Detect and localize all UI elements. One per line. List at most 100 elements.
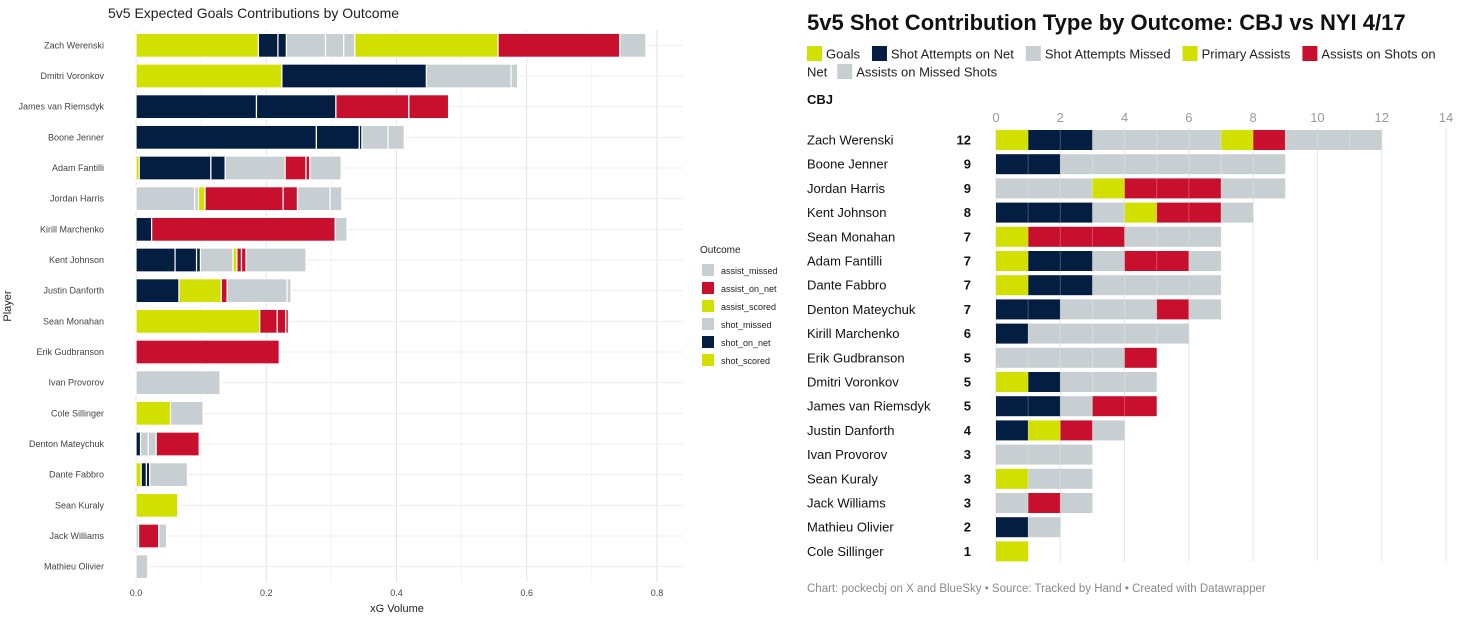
bar-segment-kirill-marchenko-shot_on_net xyxy=(135,216,153,242)
left-x-tick-1: 0.2 xyxy=(260,588,273,598)
bar-segment-kent-johnson-shot_missed xyxy=(199,247,234,273)
bar-segment-james-van-riemsdyk-shot_on_net xyxy=(255,94,337,120)
left-y-tick-jordan-harris: Jordan Harris xyxy=(50,194,105,204)
bar-segment-cole-sillinger-shot_missed xyxy=(169,400,204,426)
left-x-tick-0: 0.0 xyxy=(130,588,143,598)
right-bar-segment-jack-williams-assists_on_net xyxy=(1028,493,1061,513)
right-bar-segment-boone-jenner-missed xyxy=(1060,154,1286,175)
left-y-tick-justin-danforth: Justin Danforth xyxy=(43,286,104,296)
bar-segment-boone-jenner-shot_missed xyxy=(387,124,405,150)
legend-swatch-assist_scored xyxy=(702,300,714,312)
bar-segment-james-van-riemsdyk-assist_on_net xyxy=(408,94,450,120)
bar-segment-sean-monahan-assist_on_net xyxy=(285,308,289,334)
bar-segment-justin-danforth-shot_on_net xyxy=(135,278,180,304)
right-bar-segment-jordan-harris-assists_on_net xyxy=(1124,178,1221,199)
bar-segment-mathieu-olivier-shot_missed xyxy=(135,554,149,580)
right-player-name-zach-werenski: Zach Werenski xyxy=(807,133,894,148)
right-player-name-adam-fantilli: Adam Fantilli xyxy=(807,254,882,269)
right-legend-swatch-attempts_on_net xyxy=(871,46,887,61)
bar-segment-kirill-marchenko-shot_missed xyxy=(334,216,348,242)
bar-segment-dante-fabbro-shot_missed xyxy=(149,462,189,488)
right-player-total-ivan-provorov: 3 xyxy=(964,447,971,462)
right-player-name-erik-gudbranson: Erik Gudbranson xyxy=(807,350,905,365)
right-bar-segment-dante-fabbro-missed xyxy=(1092,275,1221,296)
bar-segment-dante-fabbro-shot_scored xyxy=(135,462,142,488)
right-bar-segment-kent-johnson-assists_on_net xyxy=(1156,202,1221,223)
right-player-name-jordan-harris: Jordan Harris xyxy=(807,181,886,196)
bar-segment-james-van-riemsdyk-assist_on_net xyxy=(335,94,410,120)
right-bar-segment-jordan-harris-assists_missed xyxy=(1221,178,1286,199)
bar-segment-denton-mateychuk-shot_missed xyxy=(139,431,149,457)
right-player-total-kirill-marchenko: 6 xyxy=(964,326,971,341)
right-legend-swatch-attempts_missed xyxy=(1025,46,1041,61)
bar-segment-zach-werenski-assist_missed xyxy=(324,32,345,58)
bar-segment-jordan-harris-assist_on_net xyxy=(204,186,284,212)
right-player-total-jordan-harris: 9 xyxy=(964,181,971,196)
right-x-tick-5: 10 xyxy=(1310,110,1324,125)
bar-segment-zach-werenski-assist_scored xyxy=(135,32,260,58)
right-bar-segment-sean-monahan-assists_missed xyxy=(1124,226,1221,247)
right-player-total-cole-sillinger: 1 xyxy=(964,544,971,559)
right-bar-segment-zach-werenski-missed xyxy=(1092,130,1221,150)
xg-contributions-chart: 5v5 Expected Goals Contributions by Outc… xyxy=(2,5,778,615)
right-player-total-dmitri-voronkov: 5 xyxy=(964,375,971,390)
legend-label-assist_scored: assist_scored xyxy=(721,302,776,312)
bar-segment-justin-danforth-assist_missed xyxy=(286,278,292,304)
right-player-total-mathieu-olivier: 2 xyxy=(964,520,971,535)
right-bar-segment-justin-danforth-assists_on_net xyxy=(1060,420,1093,441)
bar-segment-dmitri-voronkov-shot_on_net xyxy=(281,63,428,89)
right-grid xyxy=(995,128,1447,562)
left-y-tick-erik-gudbranson: Erik Gudbranson xyxy=(36,347,104,357)
right-bar-segment-mathieu-olivier-missed xyxy=(1028,517,1061,538)
right-legend: Goals Shot Attempts on Net Shot Attempts M… xyxy=(807,46,1436,80)
right-bar-segment-adam-fantilli-goals xyxy=(996,251,1029,271)
left-y-tick-zach-werenski: Zach Werenski xyxy=(44,40,104,50)
left-y-tick-jack-williams: Jack Williams xyxy=(49,531,104,541)
left-y-tick-denton-mateychuk: Denton Mateychuk xyxy=(29,439,105,449)
bar-segment-boone-jenner-shot_missed xyxy=(361,124,389,150)
right-player-name-denton-mateychuk: Denton Mateychuk xyxy=(807,302,916,317)
bar-segment-denton-mateychuk-shot_missed xyxy=(147,431,157,457)
bar-segment-dmitri-voronkov-shot_missed xyxy=(425,63,512,89)
right-bar-segment-justin-danforth-assists_missed xyxy=(1092,420,1125,441)
bar-segment-sean-monahan-assist_on_net xyxy=(259,308,278,334)
left-y-tick-sean-kuraly: Sean Kuraly xyxy=(55,500,105,510)
right-player-name-justin-danforth: Justin Danforth xyxy=(807,423,894,438)
right-bar-segment-erik-gudbranson-assists_on_net xyxy=(1124,347,1157,368)
right-legend-swatch-primary_assists xyxy=(1182,46,1198,61)
right-bar-segment-ivan-provorov-missed xyxy=(996,444,1093,465)
bar-segment-zach-werenski-shot_missed xyxy=(619,32,647,58)
bar-segment-dante-fabbro-shot_on_net xyxy=(140,462,148,488)
right-bar-segment-kent-johnson-primary_assists xyxy=(1124,202,1157,223)
right-bar-segment-jordan-harris-missed xyxy=(996,178,1093,199)
right-bar-segment-boone-jenner-on_net xyxy=(996,154,1061,175)
right-bar-segment-jack-williams-missed xyxy=(996,493,1029,513)
bar-segment-kent-johnson-shot_on_net xyxy=(174,247,198,273)
right-legend-label-assists_missed: Assists on Missed Shots xyxy=(856,65,997,80)
right-x-tick-7: 14 xyxy=(1439,110,1453,125)
right-player-total-zach-werenski: 12 xyxy=(957,133,971,148)
left-y-tick-mathieu-olivier: Mathieu Olivier xyxy=(44,562,104,572)
right-bar-segment-dmitri-voronkov-on_net xyxy=(1028,372,1061,392)
right-player-name-james-van-riemsdyk: James van Riemsdyk xyxy=(807,399,931,414)
bar-segment-adam-fantilli-shot_on_net xyxy=(210,155,226,181)
right-bar-segment-dante-fabbro-goals xyxy=(996,275,1029,296)
right-player-total-sean-monahan: 7 xyxy=(964,229,971,244)
right-legend-label-attempts_missed: Shot Attempts Missed xyxy=(1045,47,1171,62)
left-chart-panel: 5v5 Expected Goals Contributions by Outc… xyxy=(2,5,778,615)
bar-segment-zach-werenski-shot_scored xyxy=(354,32,499,58)
right-legend-swatch-goals xyxy=(807,46,822,61)
right-player-total-adam-fantilli: 7 xyxy=(964,254,971,269)
shot-contribution-chart: 5v5 Shot Contribution Type by Outcome: C… xyxy=(807,10,1453,595)
left-y-tick-dmitri-voronkov: Dmitri Voronkov xyxy=(40,71,104,81)
legend-swatch-assist_on_net xyxy=(702,282,714,294)
legend-swatch-assist_missed xyxy=(702,264,714,276)
right-bar-segment-zach-werenski-primary_assists xyxy=(1221,130,1254,150)
left-y-tick-boone-jenner: Boone Jenner xyxy=(48,132,104,142)
left-x-tick-2: 0.4 xyxy=(390,588,403,598)
right-bar-segment-zach-werenski-assists_on_net xyxy=(1253,130,1286,150)
right-legend-swatch-assists_missed xyxy=(837,64,853,79)
left-x-tick-labels: 0.0 0.2 0.4 0.6 0.8 xyxy=(130,588,663,598)
right-x-tick-4: 8 xyxy=(1250,110,1257,125)
left-y-tick-dante-fabbro: Dante Fabbro xyxy=(49,470,104,480)
